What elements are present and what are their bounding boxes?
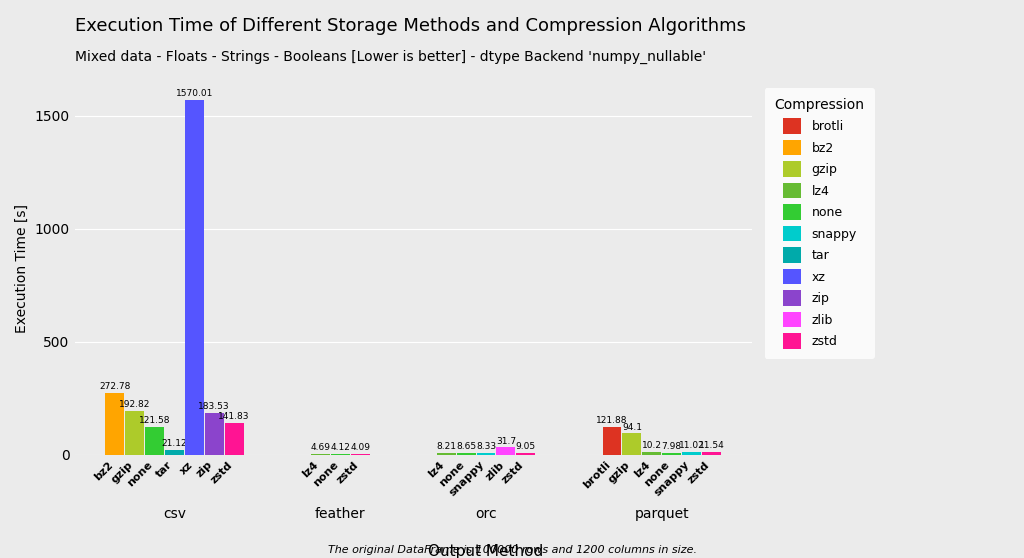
Bar (682, 452, 701, 455)
Text: 21.12: 21.12 (162, 439, 187, 448)
Text: orc: orc (475, 507, 497, 521)
Bar (185, 100, 204, 455)
Bar (145, 427, 164, 455)
Text: Output Method: Output Method (428, 544, 544, 558)
Text: 8.21: 8.21 (436, 442, 457, 451)
Text: 9.05: 9.05 (516, 442, 536, 451)
Bar (476, 453, 496, 455)
Bar (457, 453, 475, 455)
Bar (602, 427, 622, 455)
Text: csv: csv (163, 507, 186, 521)
Bar (516, 453, 536, 455)
Text: parquet: parquet (635, 507, 689, 521)
Bar (437, 453, 456, 455)
Text: 4.12: 4.12 (331, 443, 350, 452)
Bar (350, 454, 370, 455)
Bar (623, 434, 641, 455)
Text: Execution Time of Different Storage Methods and Compression Algorithms: Execution Time of Different Storage Meth… (75, 17, 745, 35)
Text: 141.83: 141.83 (218, 412, 250, 421)
Bar (311, 454, 330, 455)
Text: feather: feather (314, 507, 366, 521)
Text: 121.58: 121.58 (139, 416, 170, 425)
Y-axis label: Execution Time [s]: Execution Time [s] (15, 204, 29, 333)
Text: 183.53: 183.53 (199, 402, 230, 411)
Text: 121.88: 121.88 (596, 416, 628, 425)
Bar (642, 453, 662, 455)
Text: 7.98: 7.98 (662, 442, 682, 451)
Text: 1570.01: 1570.01 (176, 89, 213, 98)
Bar (497, 448, 515, 455)
Text: 8.33: 8.33 (476, 442, 496, 451)
Bar (331, 454, 349, 455)
Text: 4.69: 4.69 (310, 442, 331, 452)
Bar (702, 452, 721, 455)
Bar (663, 453, 681, 455)
Legend: brotli, bz2, gzip, lz4, none, snappy, tar, xz, zip, zlib, zstd: brotli, bz2, gzip, lz4, none, snappy, ta… (765, 88, 874, 359)
Text: 11.02: 11.02 (679, 441, 705, 450)
Text: 8.65: 8.65 (456, 442, 476, 451)
Text: 192.82: 192.82 (119, 400, 151, 409)
Text: Mixed data - Floats - Strings - Booleans [Lower is better] - dtype Backend 'nump: Mixed data - Floats - Strings - Booleans… (75, 50, 706, 64)
Bar (105, 393, 124, 455)
Text: 4.09: 4.09 (350, 443, 370, 452)
Text: 272.78: 272.78 (99, 382, 130, 391)
Bar (205, 413, 223, 455)
Text: 31.7: 31.7 (496, 437, 516, 446)
Text: The original DataFrame is 100000 rows and 1200 columns in size.: The original DataFrame is 100000 rows an… (328, 545, 696, 555)
Bar (165, 450, 184, 455)
Text: 11.54: 11.54 (698, 441, 724, 450)
Text: 10.2: 10.2 (642, 441, 662, 450)
Bar (125, 411, 144, 455)
Text: 94.1: 94.1 (622, 422, 642, 431)
Bar (224, 422, 244, 455)
